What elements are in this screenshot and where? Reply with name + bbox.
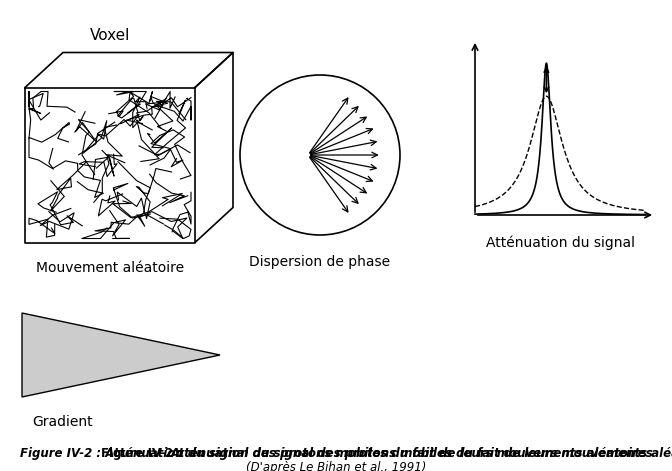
Polygon shape [22,313,220,397]
Text: Voxel: Voxel [90,27,130,42]
Text: Gradient: Gradient [32,415,93,429]
Text: Mouvement aléatoire: Mouvement aléatoire [36,260,184,275]
Text: Figure IV-2 :: Figure IV-2 : [101,447,186,460]
Text: Dispersion de phase: Dispersion de phase [249,255,390,269]
Text: Figure IV-2 : Atténuation du signal des protons mobiles du fait de leurs mouveme: Figure IV-2 : Atténuation du signal des … [19,447,653,460]
Text: Atténuation du signal: Atténuation du signal [485,235,634,250]
Text: (D'après Le Bihan et al., 1991): (D'après Le Bihan et al., 1991) [246,461,426,471]
Text: Atténuation du signal des protons mobiles du fait de leurs mouvements aléatoires: Atténuation du signal des protons mobile… [171,447,672,460]
